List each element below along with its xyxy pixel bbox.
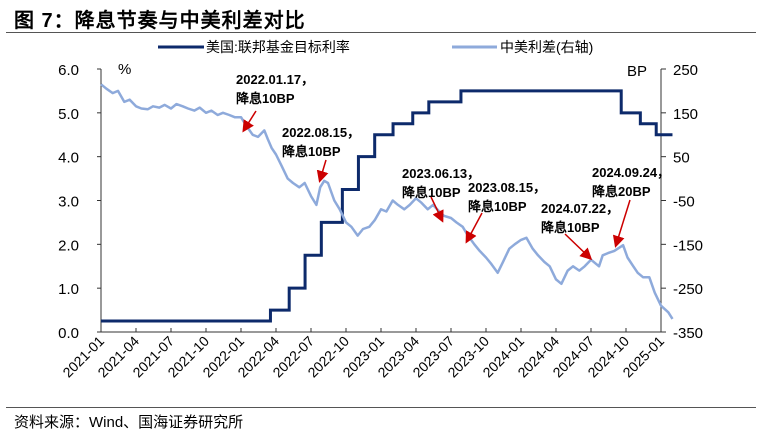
- rate-cut-annotation: 2023.08.15， 降息10BP: [465, 180, 546, 244]
- annotation-cut: 降息10BP: [402, 185, 461, 200]
- annotation-arrow: [465, 212, 483, 244]
- legend-spread-label: 中美利差(右轴): [500, 39, 593, 55]
- rate-cut-annotation: 2023.06.13， 降息10BP: [402, 166, 480, 223]
- annotation-cut: 降息10BP: [236, 91, 295, 106]
- fed-rate-line: [101, 89, 673, 323]
- left-tick-label: 3.0: [58, 194, 79, 211]
- left-tick-label: 4.0: [58, 150, 79, 167]
- left-tick-label: 6.0: [58, 62, 79, 79]
- title-divider: [6, 32, 756, 33]
- left-tick-label: 2.0: [58, 237, 79, 254]
- right-tick-label: -350: [673, 325, 703, 342]
- figure-title: 图 7：降息节奏与中美利差对比: [14, 10, 306, 32]
- rate-cut-annotation: 2022.08.15， 降息10BP: [282, 125, 360, 183]
- right-tick-label: 50: [673, 150, 690, 167]
- left-tick-label: 1.0: [58, 281, 79, 298]
- right-tick-label: 150: [673, 106, 698, 123]
- legend-fed-label: 美国:联邦基金目标利率: [206, 39, 350, 55]
- annotation-cut: 降息10BP: [282, 144, 341, 159]
- rate-cut-annotation: 2024.09.24， 降息20BP: [592, 165, 670, 248]
- right-tick-label: -50: [673, 194, 695, 211]
- right-tick-label: 250: [673, 62, 698, 79]
- annotation-arrow: [430, 196, 444, 223]
- right-tick-label: -250: [673, 281, 703, 298]
- annotation-cut: 降息20BP: [592, 184, 651, 199]
- right-axis-unit: BP: [627, 63, 647, 80]
- annotation-cut: 降息10BP: [468, 199, 527, 214]
- annotation-date: 2024.07.22，: [541, 201, 619, 216]
- right-tick-label: -150: [673, 237, 703, 254]
- annotation-date: 2022.08.15，: [282, 125, 360, 140]
- left-axis-unit: %: [118, 61, 131, 78]
- annotation-date: 2023.06.13，: [402, 166, 480, 181]
- annotation-date: 2023.08.15，: [468, 180, 546, 195]
- annotation-date: 2022.01.17，: [236, 72, 314, 87]
- rate-cut-annotation: 2024.07.22， 降息10BP: [541, 201, 619, 261]
- source-divider: [6, 407, 756, 408]
- annotation-date: 2024.09.24，: [592, 165, 670, 180]
- annotation-arrow: [564, 233, 593, 261]
- annotation-arrow: [316, 159, 329, 183]
- left-tick-label: 5.0: [58, 106, 79, 123]
- left-tick-label: 0.0: [58, 325, 79, 342]
- annotation-arrow: [242, 110, 257, 133]
- spread-line: [100, 83, 674, 320]
- annotation-arrow: [612, 199, 631, 248]
- annotation-cut: 降息10BP: [541, 220, 600, 235]
- rate-cut-annotation: 2022.01.17， 降息10BP: [236, 72, 314, 133]
- source-note: 资料来源：Wind、国海证券研究所: [14, 414, 244, 431]
